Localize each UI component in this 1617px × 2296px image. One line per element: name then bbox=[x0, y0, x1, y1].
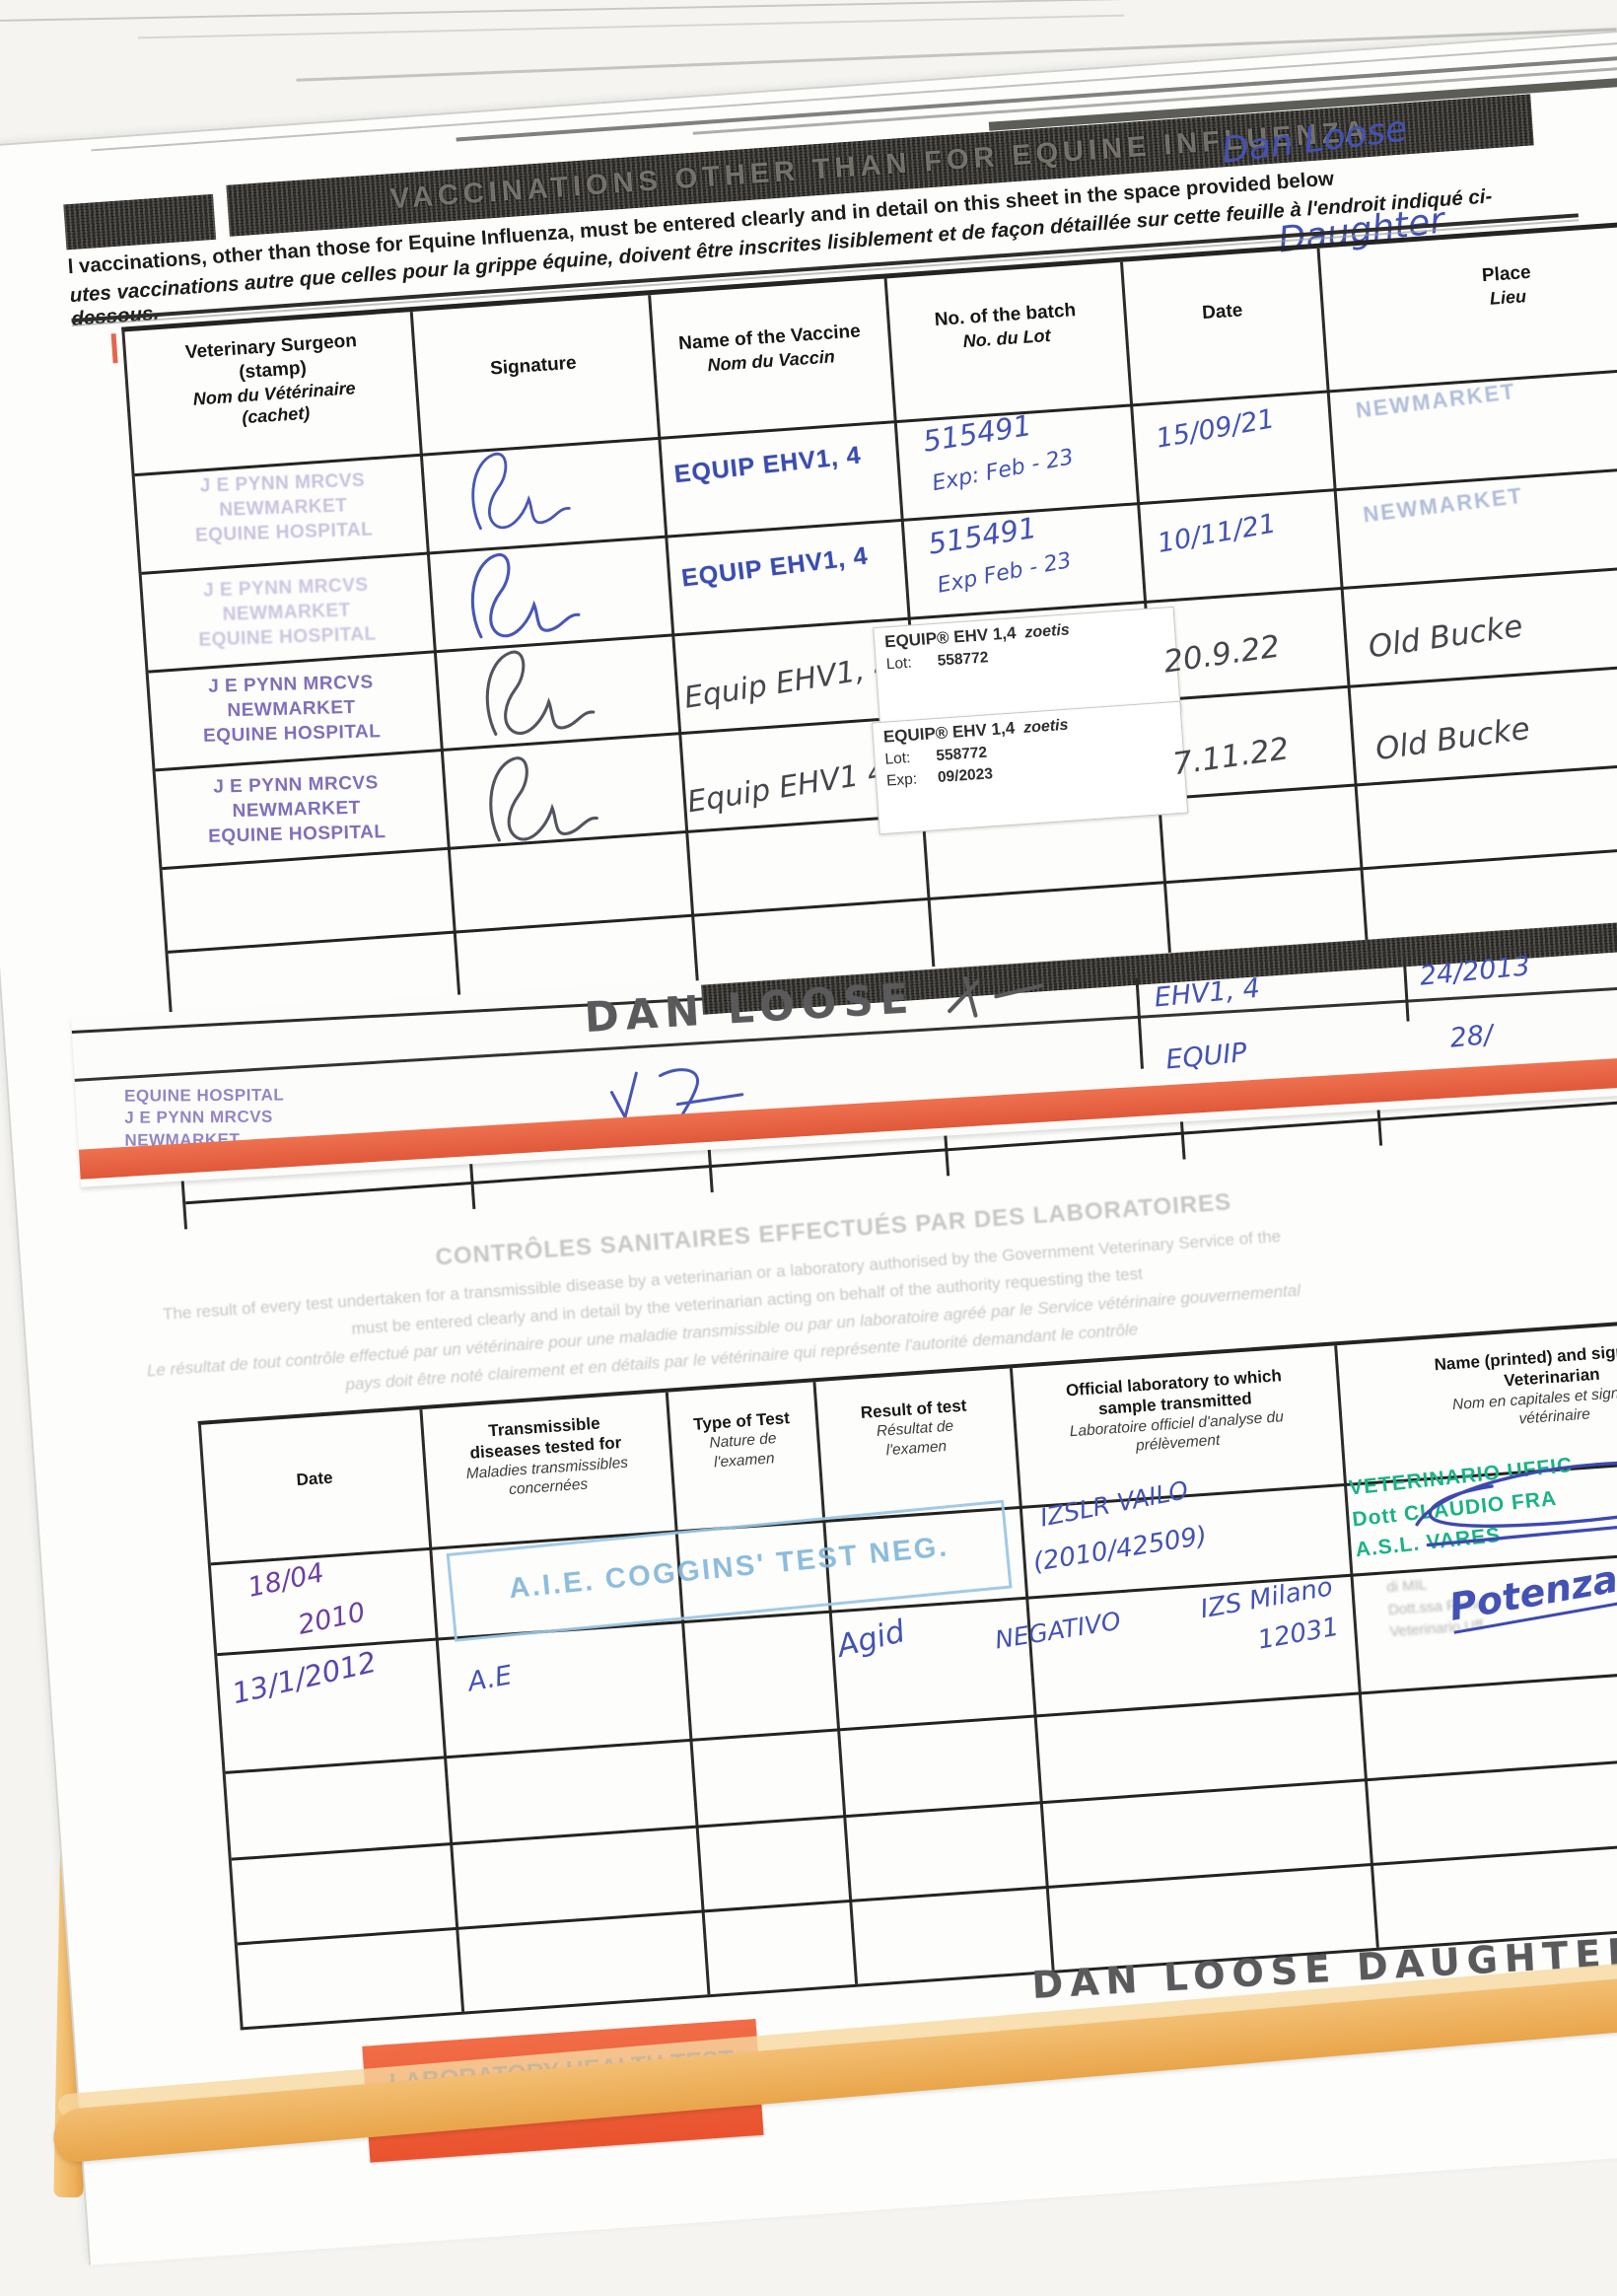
vet-stamp: J E PYNN MRCVS NEWMARKET EQUINE HOSPITAL bbox=[207, 772, 387, 847]
sticker-lot-value: 558772 bbox=[937, 649, 989, 670]
lab-header-veterinarian: Name (printed) and signature Veterinaria… bbox=[1335, 1331, 1617, 1441]
laboratory-table: Date Transmissible diseases tested for M… bbox=[197, 1311, 1617, 2031]
sticker-brand: EQUIP® EHV 1,4 bbox=[882, 718, 1016, 747]
lab-test-result: NEGATIVO bbox=[993, 1606, 1123, 1655]
sticker-lot-label: Lot: bbox=[884, 749, 911, 768]
lab-test-type: Agid bbox=[833, 1614, 909, 1665]
vaccine-sticker: EQUIP® EHV 1,4 zoetis Lot: 558772 Exp: 09/2… bbox=[871, 700, 1189, 835]
sticker-exp-label: Exp: bbox=[885, 770, 918, 790]
lab-reference: 12031 bbox=[1255, 1612, 1342, 1656]
vaccination-place: Old Bucke bbox=[1366, 608, 1525, 666]
vacc-header-place: Place Lieu bbox=[1320, 250, 1617, 321]
lab-header-result: Result of test Résultat de l'examen bbox=[814, 1392, 1016, 1465]
red-tick bbox=[110, 333, 118, 364]
vet-stamp: J E PYNN MRCVS NEWMARKET EQUINE HOSPITAL bbox=[194, 469, 374, 546]
vaccination-date: 20.9.22 bbox=[1161, 628, 1283, 681]
vaccination-place: Old Bucke bbox=[1372, 710, 1532, 768]
column-line bbox=[812, 1382, 859, 1984]
row-line bbox=[231, 1748, 1617, 1861]
vacc-header-batch: No. of the batch No. du Lot bbox=[888, 296, 1124, 358]
header-en: Signature bbox=[489, 352, 578, 380]
header-en: Date bbox=[295, 1468, 334, 1490]
lab-header-type: Type of Test Nature de l'examen bbox=[667, 1405, 818, 1474]
column-line bbox=[665, 1392, 711, 1995]
sticker-maker: zoetis bbox=[1023, 621, 1071, 642]
lab-test-date: 18/04 bbox=[245, 1557, 327, 1604]
batch-number: 515491 bbox=[920, 407, 1034, 459]
lab-disease: A.E bbox=[465, 1660, 515, 1698]
sticker-exp-value: 09/2023 bbox=[937, 765, 994, 787]
signature bbox=[489, 756, 598, 842]
lab-reference: (2010/42509) bbox=[1030, 1521, 1210, 1578]
header-en: Date bbox=[1201, 300, 1244, 324]
column-line bbox=[1402, 958, 1410, 1022]
row-line bbox=[237, 1832, 1617, 1946]
vaccination-place: NEWMARKET bbox=[1362, 482, 1525, 528]
vaccine-name-handwritten: Equip EHV1 4 bbox=[684, 754, 889, 821]
signature bbox=[470, 552, 581, 639]
vet-signature bbox=[1415, 1461, 1617, 1547]
sticker-maker: zoetis bbox=[1022, 716, 1070, 737]
vaccine-name-handwritten: Equip EHV1, 4 bbox=[681, 648, 895, 716]
vaccine-name-stamp: EQUIP EHV1, 4 bbox=[679, 541, 871, 593]
vaccination-record-page: VACCINATIONS OTHER THAN FOR EQUINE INFLU… bbox=[0, 20, 1617, 2265]
lab-header-diseases: Transmissible diseases tested for Maladi… bbox=[421, 1408, 672, 1505]
lab-header-date: Date bbox=[205, 1461, 425, 1497]
coggins-test-stamp: A.I.E. COGGINS' TEST NEG. bbox=[446, 1499, 1013, 1642]
sticker-lot-label: Lot: bbox=[885, 654, 913, 674]
column-line bbox=[1135, 977, 1144, 1069]
vacc-header-date: Date bbox=[1125, 294, 1319, 330]
vacc-header-signature: Signature bbox=[415, 346, 651, 386]
lab-name: IZSLR VAILO bbox=[1037, 1475, 1191, 1533]
banner-fragment bbox=[63, 193, 217, 251]
vacc-header-surgeon: Veterinary Surgeon (stamp) Nom du Vétéri… bbox=[129, 325, 417, 436]
vaccination-date: 7.11.22 bbox=[1170, 731, 1292, 783]
signature bbox=[485, 650, 596, 736]
previous-page-edge: DAN LOOSE EHV1, 4 24/2013 EQUIP 28/ EQUI… bbox=[71, 912, 1617, 1187]
vacc-header-vaccine: Name of the Vaccine Nom du Vaccin bbox=[653, 319, 888, 381]
signature bbox=[471, 452, 571, 531]
scan-line bbox=[138, 14, 1124, 39]
vaccine-name-stamp: EQUIP EHV1, 4 bbox=[672, 441, 863, 489]
sticker-brand: EQUIP® EHV 1,4 bbox=[883, 623, 1018, 652]
lab-test-date: 2010 bbox=[295, 1597, 369, 1641]
vaccination-date: 15/09/21 bbox=[1154, 403, 1278, 455]
vaccination-date: 10/11/21 bbox=[1155, 508, 1279, 559]
pencil-mark bbox=[948, 976, 1043, 1018]
sticker-lot-value: 558772 bbox=[935, 744, 988, 765]
lab-header-laboratory: Official laboratory to which sample tran… bbox=[1011, 1361, 1341, 1464]
row-line bbox=[225, 1661, 1617, 1774]
vaccination-table: Veterinary Surgeon (stamp) Nom du Vétéri… bbox=[121, 217, 1617, 1230]
owner-name-line1: Dan Loose bbox=[1219, 108, 1410, 172]
vet-stamp: J E PYNN MRCVS NEWMARKET EQUINE HOSPITAL bbox=[202, 672, 382, 748]
strip-vaccine-entry: EQUIP bbox=[1164, 1037, 1248, 1076]
scan-line bbox=[0, 0, 1223, 22]
vet-stamp: J E PYNN MRCVS NEWMARKET EQUINE HOSPITAL bbox=[198, 574, 378, 651]
lab-test-date: 13/1/2012 bbox=[229, 1644, 380, 1711]
strip-batch-entry: 28/ bbox=[1448, 1019, 1495, 1054]
